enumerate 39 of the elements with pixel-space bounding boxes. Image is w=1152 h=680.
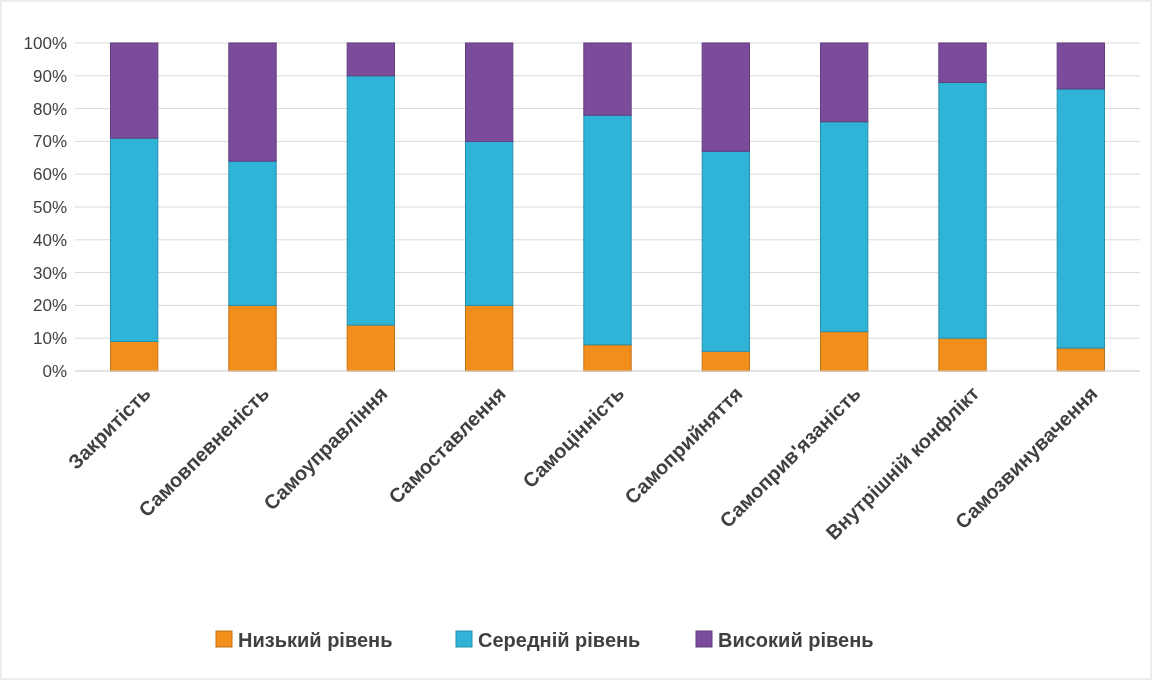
bar bbox=[465, 42, 514, 142]
bar bbox=[820, 42, 869, 123]
legend-label: Низький рівень bbox=[238, 629, 393, 651]
bar bbox=[938, 337, 987, 372]
bar bbox=[346, 42, 395, 77]
bar bbox=[1056, 88, 1105, 349]
bar bbox=[820, 121, 869, 333]
bar bbox=[583, 114, 632, 346]
bar bbox=[346, 324, 395, 372]
y-tick-label: 30% bbox=[32, 263, 67, 283]
bar bbox=[228, 160, 277, 306]
bar bbox=[701, 42, 750, 152]
y-tick-label: 90% bbox=[32, 66, 67, 86]
y-tick-label: 20% bbox=[32, 296, 67, 316]
bar bbox=[346, 75, 395, 326]
legend-label: Високий рівень bbox=[718, 629, 874, 651]
legend-label: Середній рівень bbox=[478, 629, 641, 651]
y-tick-label: 60% bbox=[32, 165, 67, 185]
bar bbox=[110, 340, 159, 372]
bar bbox=[938, 42, 987, 83]
y-tick-label: 10% bbox=[32, 329, 67, 349]
bar bbox=[465, 140, 514, 306]
bar bbox=[938, 81, 987, 339]
bar bbox=[110, 42, 159, 139]
bar bbox=[1056, 42, 1105, 90]
bar bbox=[465, 304, 514, 372]
y-tick-label: 100% bbox=[23, 33, 67, 53]
y-tick-label: 0% bbox=[42, 361, 67, 381]
y-tick-label: 40% bbox=[32, 230, 67, 250]
bar bbox=[820, 331, 869, 372]
bar bbox=[701, 150, 750, 352]
bar bbox=[583, 42, 632, 116]
bar bbox=[228, 42, 277, 162]
y-tick-label: 70% bbox=[32, 132, 67, 152]
y-tick-label: 50% bbox=[32, 197, 67, 217]
y-tick-label: 80% bbox=[32, 99, 67, 119]
bar bbox=[583, 344, 632, 372]
bar bbox=[110, 137, 159, 342]
bar bbox=[228, 304, 277, 372]
